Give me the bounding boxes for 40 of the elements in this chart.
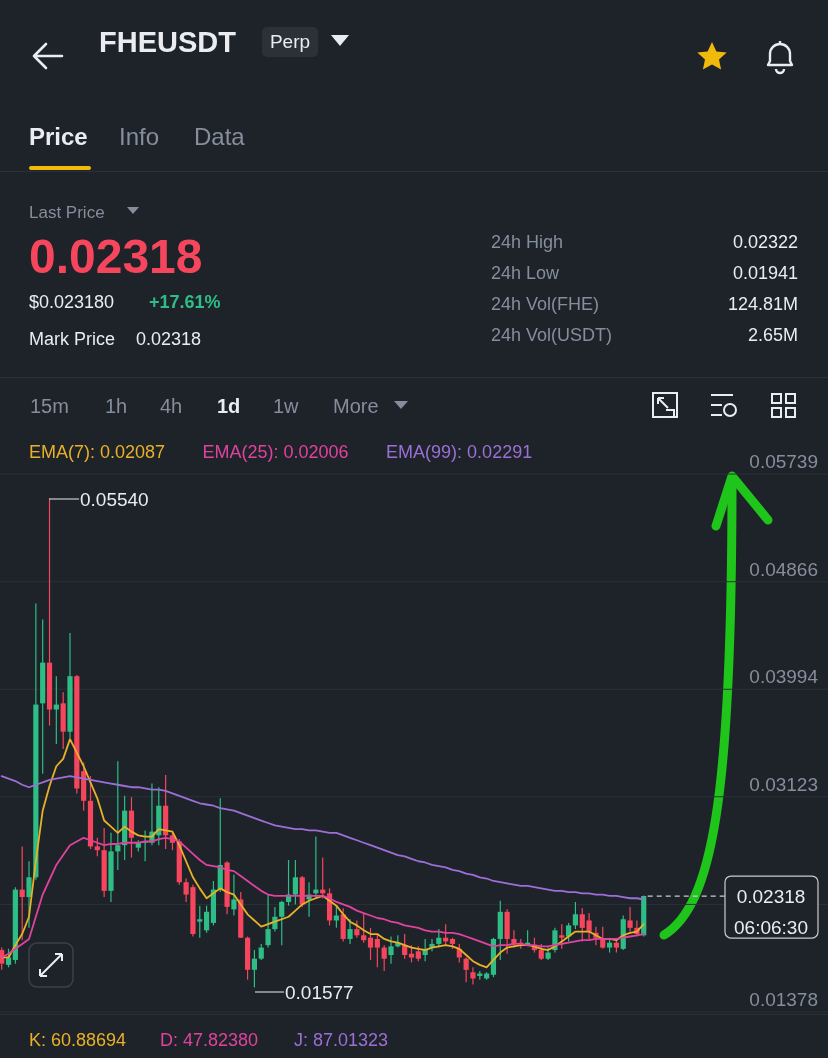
y-tick-label: 0.03123 bbox=[749, 773, 818, 795]
text: 15m bbox=[30, 395, 69, 417]
annotation: 0.05540 bbox=[80, 489, 149, 510]
text: Mark Price bbox=[29, 329, 116, 349]
annotation: 0.01577 bbox=[285, 982, 354, 1003]
text: 0.02322 bbox=[732, 232, 798, 252]
text: EMA(7): 0.02087 bbox=[29, 442, 166, 462]
chart-title: FHEUSDT bbox=[99, 26, 237, 58]
text: 1d bbox=[217, 395, 241, 417]
text: EMA(25): 0.02006 bbox=[202, 442, 349, 462]
text: 24h Vol(USDT) bbox=[491, 325, 613, 345]
text: Info bbox=[119, 123, 160, 150]
text: 06:06:30 bbox=[734, 917, 808, 938]
text: 0.02318 bbox=[136, 329, 202, 349]
text: J: 87.01323 bbox=[294, 1030, 389, 1050]
text: 24h Vol(FHE) bbox=[491, 294, 600, 314]
text: Price bbox=[29, 123, 88, 150]
text: 4h bbox=[160, 395, 183, 417]
text: 0.01941 bbox=[732, 263, 798, 283]
text: 0.02318 bbox=[29, 230, 203, 283]
text: Last Price bbox=[29, 203, 105, 222]
text: 2.65M bbox=[747, 325, 798, 345]
text: Perp bbox=[269, 31, 311, 52]
text: D: 47.82380 bbox=[160, 1030, 259, 1050]
ref-line-label: 0.02318 bbox=[736, 886, 806, 908]
text: K: 60.88694 bbox=[29, 1030, 127, 1050]
text: 1h bbox=[105, 395, 128, 417]
y-tick-label: 0.04866 bbox=[749, 558, 818, 580]
y-tick-label: 0.03994 bbox=[749, 666, 819, 688]
text: +17.61% bbox=[149, 292, 221, 312]
text: 24h Low bbox=[491, 263, 561, 283]
text: 124.81M bbox=[727, 294, 798, 314]
text: Data bbox=[194, 123, 246, 150]
text: 1w bbox=[273, 395, 300, 417]
text: EMA(99): 0.02291 bbox=[386, 442, 533, 462]
text: $0.023180 bbox=[29, 292, 115, 312]
y-tick-label: 0.01378 bbox=[749, 989, 818, 1010]
y-tick-label: 0.05739 bbox=[749, 451, 818, 472]
text: More bbox=[333, 395, 379, 417]
text: 24h High bbox=[491, 232, 564, 252]
